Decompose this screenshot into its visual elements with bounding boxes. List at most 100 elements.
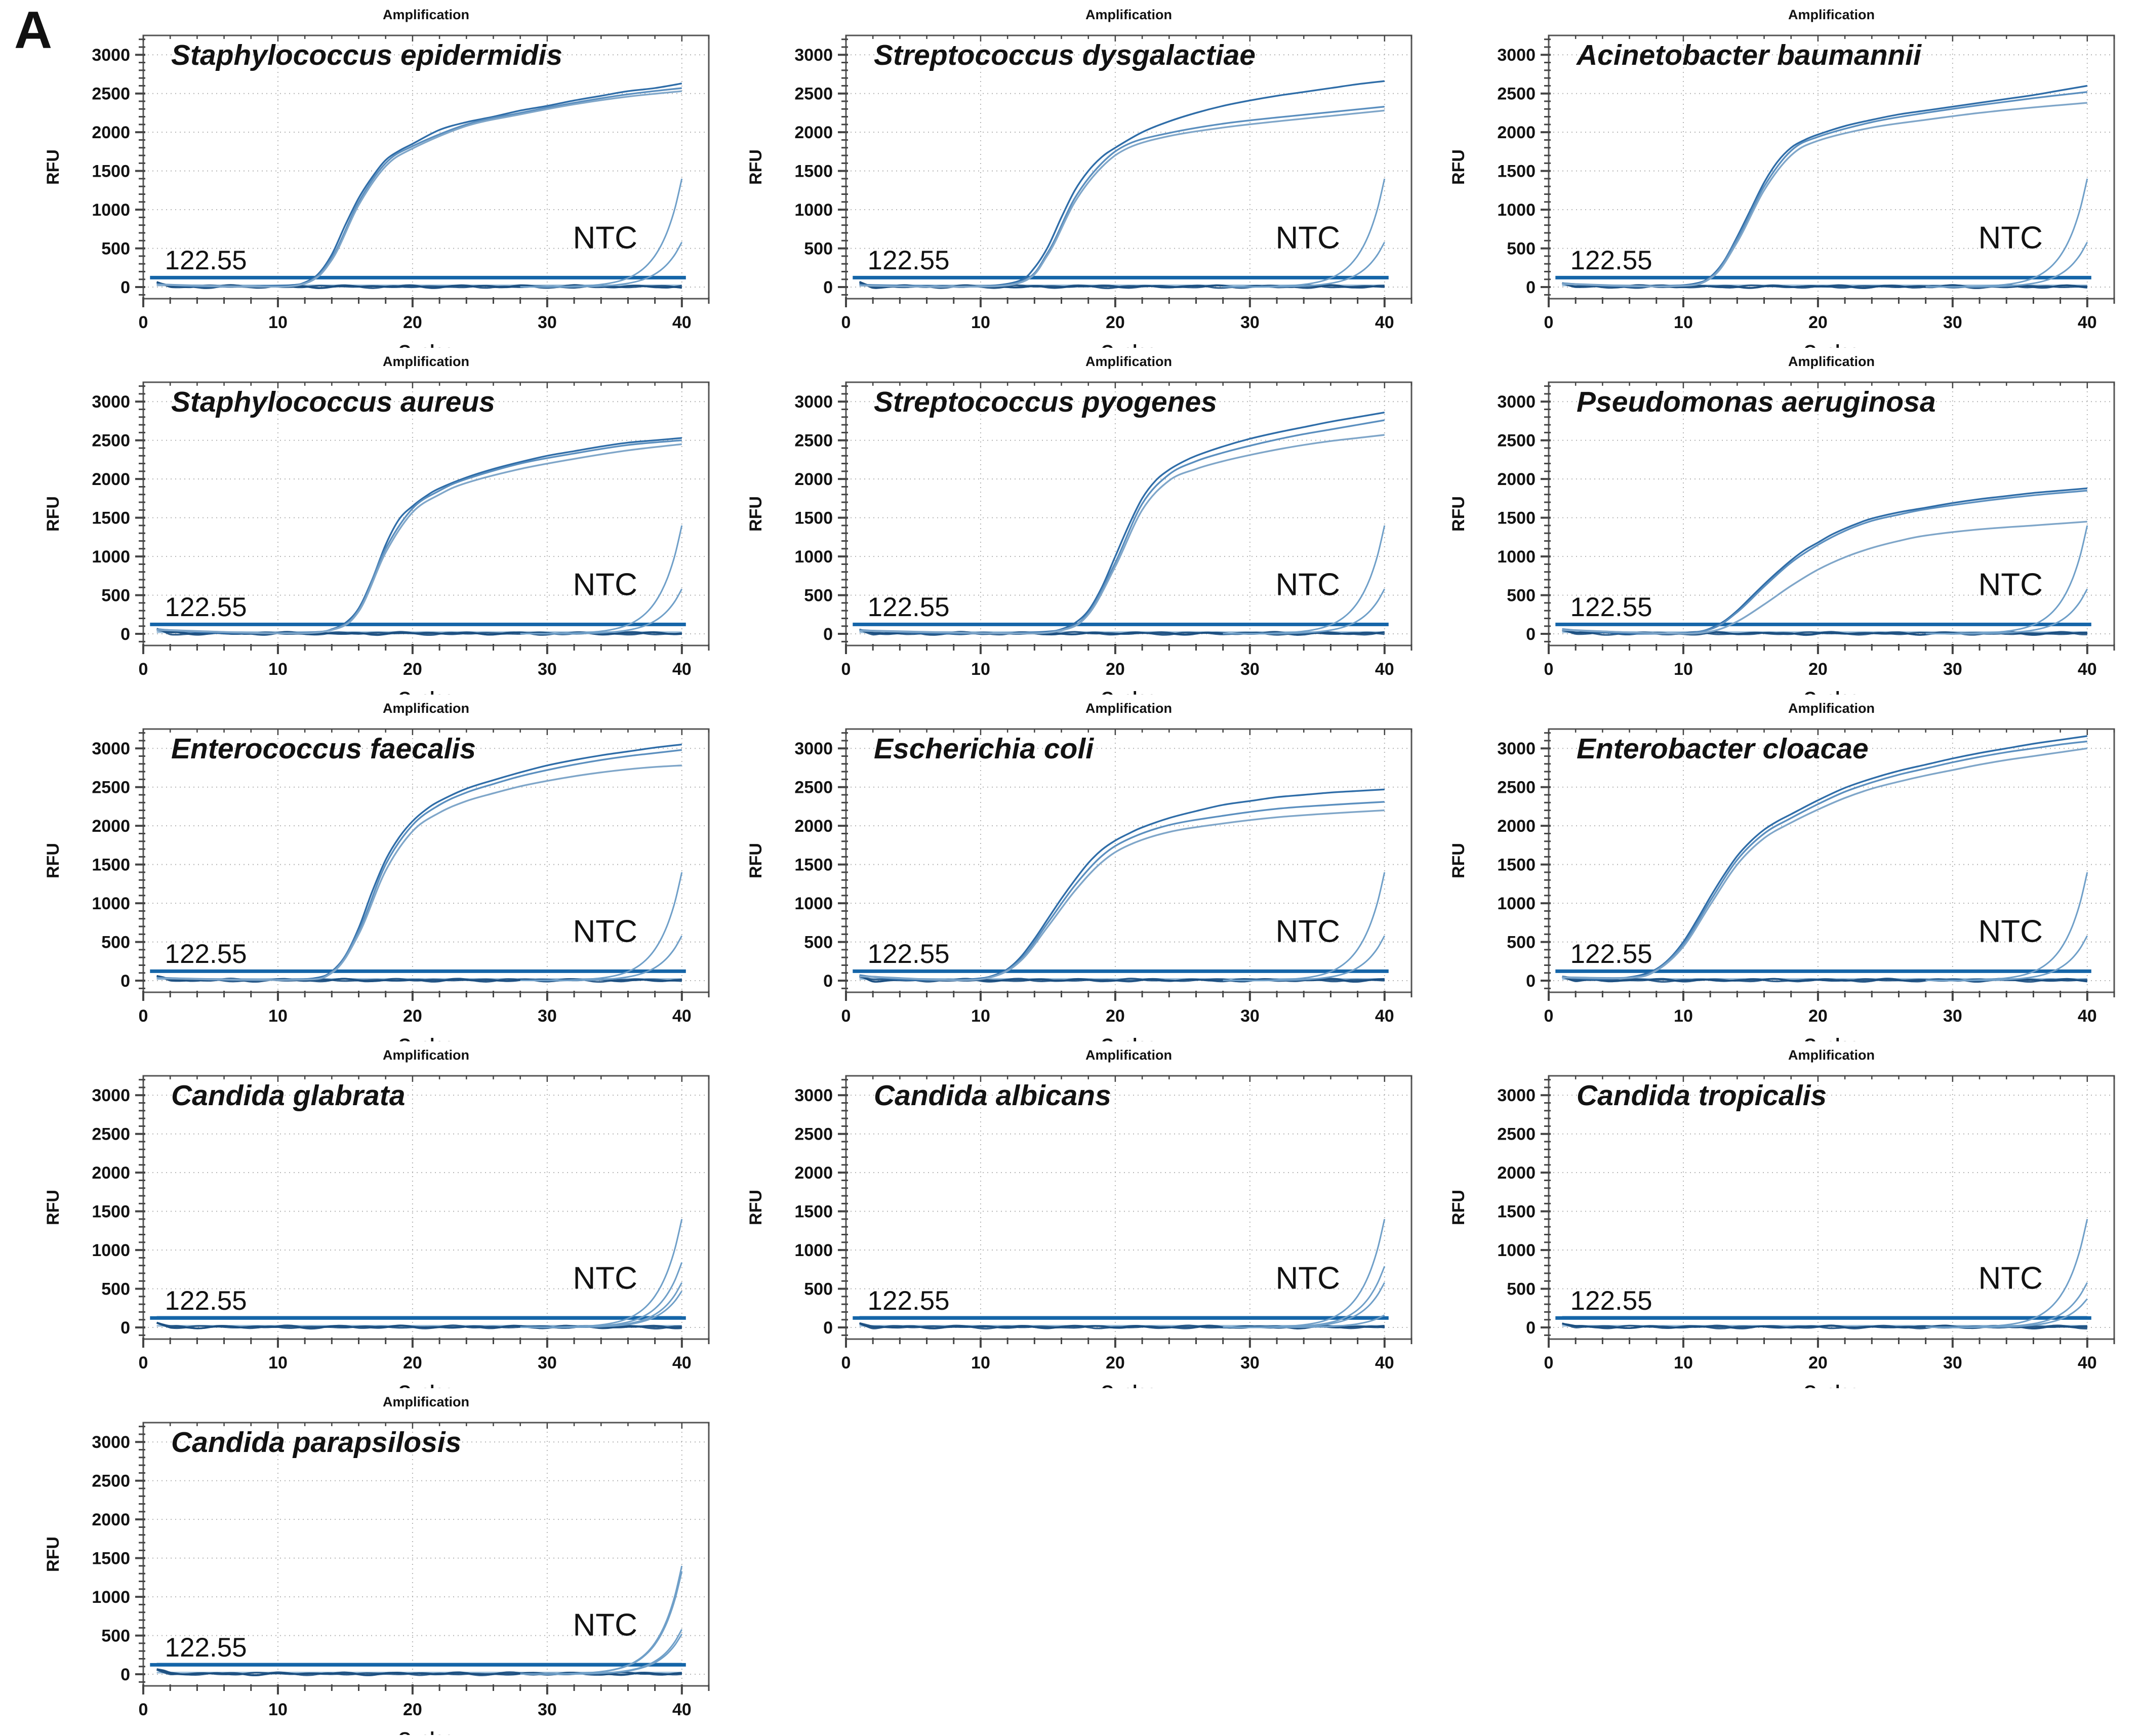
x-axis-label: Cycles: [1101, 342, 1157, 348]
x-tick-label: 30: [1943, 660, 1962, 679]
x-tick-label: 0: [841, 1353, 851, 1372]
ntc-curve: [1223, 241, 1386, 288]
qpcr-panel: Amplification 0 500 1000 1500 2000 2500 3000 0 10…: [29, 1388, 732, 1736]
x-axis-label: Cycles: [1101, 1382, 1157, 1388]
y-tick-label: 3000: [794, 46, 833, 65]
ntc-label: NTC: [573, 914, 637, 949]
threshold-value: 122.55: [165, 1286, 247, 1316]
x-tick-label: 20: [403, 660, 422, 679]
y-tick-label: 0: [120, 625, 130, 644]
ntc-label: NTC: [573, 221, 637, 256]
amplification-chart: Amplification 0 500 1000 1500 2000 2500 3000 0 10…: [1449, 7, 2115, 361]
qpcr-panel: Amplification 0 500 1000 1500 2000 2500 3000 0 10…: [29, 1, 732, 361]
y-tick-label: 2000: [92, 470, 130, 489]
x-tick-label: 10: [268, 660, 288, 679]
y-tick-label: 2500: [1497, 1125, 1536, 1144]
y-tick-label: 2500: [794, 778, 833, 797]
ntc-curve: [520, 1633, 683, 1675]
y-axis-label: RFU: [1449, 1190, 1468, 1225]
plot-border: [845, 1075, 1412, 1340]
x-tick-label: 40: [672, 1006, 692, 1026]
y-tick-label: 1500: [1497, 162, 1536, 181]
figure-label: A: [14, 1, 53, 60]
x-tick-label: 20: [1106, 313, 1125, 332]
ntc-label: NTC: [1276, 1261, 1340, 1296]
x-tick-label: 0: [1544, 1006, 1554, 1026]
x-tick-label: 30: [538, 660, 557, 679]
amplification-chart: Amplification 0 500 1000 1500 2000 2500 3000 0 10…: [44, 354, 710, 708]
y-tick-label: 1000: [92, 1588, 130, 1607]
y-tick-label: 500: [101, 933, 130, 952]
ntc-curve: [520, 241, 683, 288]
x-tick-label: 10: [268, 1700, 288, 1719]
baseline-curve: [859, 1322, 1385, 1329]
y-tick-label: 0: [823, 1318, 833, 1338]
qpcr-panel: Amplification 0 500 1000 1500 2000 2500 3000 0 10…: [732, 1041, 1435, 1401]
species-title: Enterococcus faecalis: [171, 733, 476, 765]
ntc-label: NTC: [573, 1608, 637, 1643]
y-tick-label: 1500: [92, 1549, 130, 1568]
y-tick-label: 1000: [1497, 547, 1536, 567]
threshold-value: 122.55: [1570, 592, 1652, 622]
x-tick-label: 10: [971, 660, 990, 679]
y-tick-label: 2500: [1497, 431, 1536, 451]
ntc-curve: [1925, 241, 2088, 288]
chart-title: Amplification: [383, 354, 469, 369]
chart-title: Amplification: [383, 701, 469, 716]
y-tick-label: 500: [101, 586, 130, 605]
threshold-value: 122.55: [165, 939, 247, 969]
y-tick-label: 2000: [1497, 817, 1536, 836]
x-tick-label: 20: [1106, 660, 1125, 679]
plot-border: [845, 728, 1412, 993]
x-tick-label: 10: [1674, 1006, 1693, 1026]
y-tick-label: 0: [1526, 625, 1536, 644]
plot-border: [142, 1075, 710, 1340]
amplification-curve: [156, 90, 682, 288]
amplification-chart: Amplification 0 500 1000 1500 2000 2500 3000 0 10…: [1449, 1047, 2115, 1401]
y-tick-label: 500: [1507, 1280, 1536, 1299]
amplification-chart: Amplification 0 500 1000 1500 2000 2500 3000 0 10…: [746, 1047, 1412, 1401]
chart-title: Amplification: [383, 7, 469, 22]
x-tick-label: 40: [1375, 313, 1394, 332]
amplification-chart: Amplification 0 500 1000 1500 2000 2500 3000 0 10…: [44, 7, 710, 361]
y-axis-label: RFU: [44, 1190, 63, 1225]
amplification-curve: [859, 109, 1385, 288]
y-tick-label: 500: [1507, 933, 1536, 952]
y-tick-label: 1000: [1497, 1241, 1536, 1260]
y-axis-label: RFU: [746, 1190, 765, 1225]
y-tick-label: 2000: [1497, 470, 1536, 489]
y-tick-label: 1500: [794, 856, 833, 875]
y-tick-label: 2500: [794, 1125, 833, 1144]
x-tick-label: 30: [1240, 1006, 1260, 1026]
y-tick-label: 2500: [1497, 85, 1536, 104]
x-tick-label: 20: [403, 1353, 422, 1372]
ntc-curve: [520, 1290, 683, 1328]
y-tick-label: 1500: [794, 1202, 833, 1222]
y-tick-label: 1500: [1497, 1202, 1536, 1222]
x-tick-label: 10: [1674, 1353, 1693, 1372]
y-tick-label: 500: [101, 1280, 130, 1299]
x-tick-label: 40: [1375, 1353, 1394, 1372]
y-tick-label: 1000: [92, 547, 130, 567]
x-tick-label: 20: [403, 1700, 422, 1719]
x-tick-label: 20: [1106, 1006, 1125, 1026]
y-axis-label: RFU: [44, 843, 63, 878]
amplification-chart: Amplification 0 500 1000 1500 2000 2500 3000 0 10…: [44, 1394, 710, 1736]
y-tick-label: 500: [1507, 239, 1536, 259]
amplification-chart: Amplification 0 500 1000 1500 2000 2500 3000 0 10…: [746, 7, 1412, 361]
x-tick-label: 30: [538, 313, 557, 332]
x-tick-label: 10: [1674, 660, 1693, 679]
y-axis-label: RFU: [1449, 843, 1468, 878]
x-tick-label: 0: [1544, 1353, 1554, 1372]
y-tick-label: 2000: [794, 470, 833, 489]
amplification-curve: [859, 809, 1385, 981]
x-axis-label: Cycles: [398, 1382, 454, 1388]
x-tick-label: 10: [971, 313, 990, 332]
x-axis-label: Cycles: [1101, 1035, 1157, 1041]
species-title: Staphylococcus aureus: [171, 386, 495, 418]
y-axis-label: RFU: [44, 1537, 63, 1572]
y-tick-label: 1000: [794, 1241, 833, 1260]
x-tick-label: 0: [139, 660, 148, 679]
plot-border: [845, 381, 1412, 647]
